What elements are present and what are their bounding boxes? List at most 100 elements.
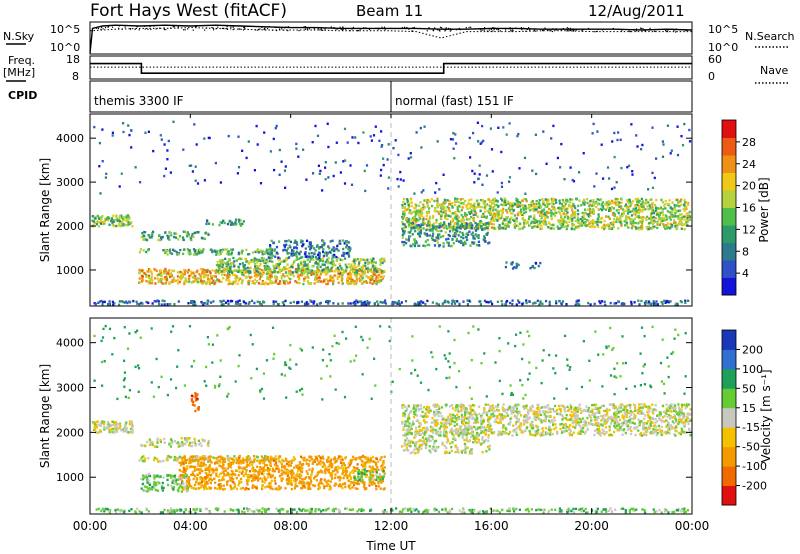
- power-cell: [249, 266, 252, 269]
- velocity-cell: [301, 457, 304, 460]
- power-cell: [294, 280, 297, 283]
- power-cell: [194, 179, 197, 182]
- velocity-cell: [330, 477, 333, 480]
- power-cell: [193, 249, 196, 252]
- power-cell: [674, 211, 677, 215]
- power-cell: [570, 227, 573, 230]
- power-cell: [532, 202, 535, 206]
- power-cell: [479, 142, 482, 145]
- power-cell: [452, 225, 455, 228]
- power-cell: [353, 262, 356, 265]
- power-cell: [498, 217, 501, 221]
- power-cell: [372, 257, 375, 261]
- noise-point: [644, 29, 646, 31]
- power-cell: [463, 224, 467, 227]
- power-cell: [375, 276, 378, 279]
- power-colorbar-step: [722, 190, 736, 208]
- power-cell: [335, 259, 338, 263]
- velocity-cell: [289, 479, 293, 482]
- power-cell: [562, 212, 565, 215]
- power-cell: [412, 223, 415, 226]
- power-cell: [615, 203, 618, 207]
- noise-point: [163, 28, 165, 31]
- power-cell: [233, 273, 236, 277]
- power-cell: [195, 270, 198, 274]
- power-cell: [194, 253, 197, 256]
- power-cell: [410, 225, 413, 228]
- power-cell: [234, 218, 238, 222]
- power-cell: [518, 205, 521, 208]
- velocity-cell: [281, 465, 284, 469]
- power-cell: [638, 206, 641, 210]
- power-cell: [550, 202, 553, 205]
- velocity-cell: [179, 474, 182, 477]
- power-cell: [132, 299, 135, 303]
- power-cell: [470, 209, 473, 212]
- power-cell: [521, 204, 524, 207]
- power-cell: [458, 240, 461, 243]
- power-cell: [460, 209, 463, 212]
- power-cell: [125, 219, 128, 223]
- power-cell: [273, 267, 276, 270]
- velocity-cell: [232, 478, 235, 481]
- power-cell: [426, 243, 429, 247]
- velocity-cell: [341, 464, 344, 467]
- power-cell: [237, 251, 240, 254]
- velocity-cell: [278, 474, 281, 478]
- noise-point: [507, 28, 509, 30]
- power-cell: [264, 282, 267, 286]
- power-cell: [428, 234, 432, 237]
- velocity-cell: [342, 467, 345, 471]
- noise-point: [555, 29, 557, 31]
- power-cell: [478, 221, 481, 224]
- power-cell: [209, 275, 212, 278]
- power-cell: [256, 248, 259, 251]
- power-cell: [283, 169, 287, 172]
- velocity-cell: [204, 468, 207, 472]
- power-cell: [326, 258, 329, 261]
- power-cell: [465, 213, 468, 217]
- power-cell: [617, 300, 621, 304]
- noise-point: [195, 26, 197, 28]
- power-cell: [452, 132, 455, 135]
- noise-point: [363, 27, 365, 29]
- power-cell: [443, 198, 446, 202]
- power-cell: [374, 261, 377, 264]
- power-cell: [619, 221, 622, 224]
- power-cell: [297, 265, 300, 268]
- power-cell: [679, 300, 682, 303]
- power-cell: [181, 236, 185, 239]
- power-cell: [574, 219, 577, 223]
- power-cell: [586, 224, 589, 228]
- power-cell: [569, 166, 572, 169]
- power-cell: [294, 246, 297, 249]
- power-cell: [141, 302, 144, 305]
- power-cell: [674, 225, 677, 228]
- power-cell: [678, 205, 681, 208]
- power-cell: [677, 215, 680, 218]
- velocity-cell: [229, 479, 232, 482]
- power-cell: [605, 203, 609, 207]
- power-cell: [578, 224, 581, 227]
- power-cell: [303, 264, 306, 267]
- power-cell: [403, 213, 406, 217]
- power-cell: [459, 198, 462, 201]
- power-cell: [391, 300, 394, 304]
- power-cell: [319, 246, 322, 249]
- power-cell: [266, 251, 269, 255]
- power-cell: [577, 213, 580, 216]
- noise-point: [596, 30, 598, 32]
- power-cell: [262, 261, 265, 264]
- velocity-cell: [200, 444, 203, 447]
- velocity-cell: [131, 431, 134, 434]
- power-cell: [286, 247, 290, 250]
- power-cell: [293, 241, 296, 244]
- power-cell: [242, 268, 245, 271]
- power-cell: [230, 263, 233, 267]
- power-cell: [457, 216, 460, 219]
- noise-point: [335, 28, 337, 30]
- velocity-cell: [333, 484, 336, 487]
- noise-point: [317, 28, 319, 30]
- power-cell: [433, 199, 436, 203]
- power-cell: [101, 303, 104, 306]
